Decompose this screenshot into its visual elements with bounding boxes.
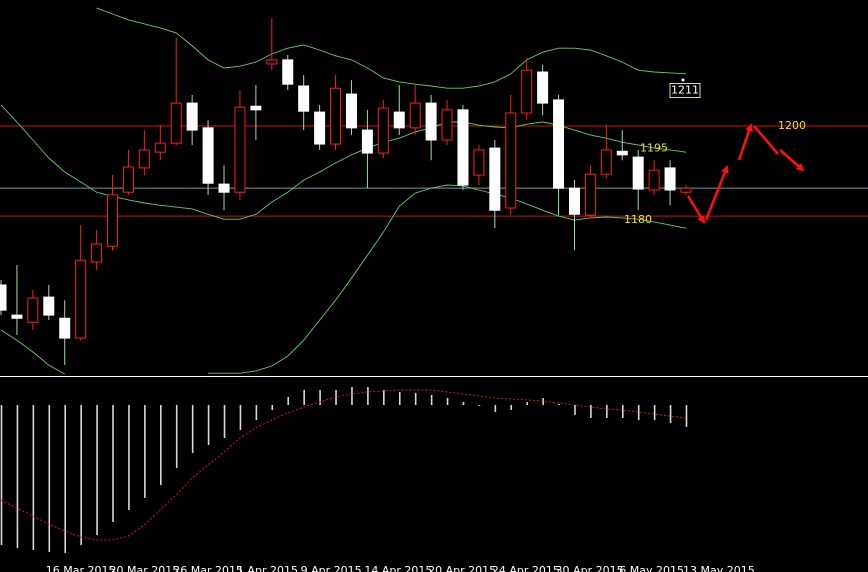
x-tick-label: 20 Mar 2015 bbox=[110, 564, 180, 572]
candle-body bbox=[489, 147, 501, 211]
candle-body bbox=[218, 183, 230, 193]
x-tick-label: 6 May 2015 bbox=[619, 564, 684, 572]
x-tick-label: 13 May 2015 bbox=[683, 564, 755, 572]
candle-body bbox=[27, 297, 39, 323]
candle-body bbox=[473, 149, 485, 176]
band-line bbox=[96, 7, 687, 89]
candle-body bbox=[282, 59, 294, 85]
candle-body bbox=[505, 112, 517, 209]
x-tick-label: 20 Apr 2015 bbox=[428, 564, 496, 572]
candle-body bbox=[648, 169, 660, 191]
candle-body bbox=[345, 93, 357, 129]
price-label-box bbox=[669, 83, 701, 99]
arrow bbox=[779, 149, 805, 172]
candle-body bbox=[0, 284, 7, 311]
candle-body bbox=[266, 59, 278, 65]
candle-body bbox=[584, 173, 596, 216]
marker-dot bbox=[681, 78, 685, 82]
x-tick-label: 14 Apr 2015 bbox=[364, 564, 432, 572]
arrow bbox=[686, 195, 706, 224]
candle-body bbox=[298, 85, 310, 112]
candle-body bbox=[632, 156, 644, 190]
projection-arrows bbox=[686, 123, 805, 224]
price-panel: 1211 1195 1200 1180 bbox=[0, 7, 868, 375]
x-tick-label: 1 Apr 2015 bbox=[237, 564, 298, 572]
candle-body bbox=[202, 127, 214, 184]
candle-body bbox=[186, 102, 198, 131]
arrow bbox=[737, 123, 753, 161]
candle-body bbox=[234, 106, 246, 193]
candle-body bbox=[91, 243, 103, 263]
candle-body bbox=[11, 314, 23, 319]
candle-body bbox=[521, 69, 533, 114]
band-line bbox=[0, 184, 687, 375]
x-tick-label: 9 Apr 2015 bbox=[301, 564, 362, 572]
candle-body bbox=[75, 259, 87, 339]
price-label: 1200 bbox=[778, 119, 806, 132]
price-label: 1211 bbox=[671, 84, 699, 97]
oscillator-panel bbox=[0, 387, 688, 553]
candle-body bbox=[616, 150, 628, 156]
candle-body bbox=[361, 129, 373, 154]
candle-body bbox=[122, 166, 134, 193]
x-tick-label: 16 Mar 2015 bbox=[46, 564, 116, 572]
signal-line bbox=[0, 389, 687, 541]
arrow bbox=[753, 125, 779, 155]
candle-body bbox=[393, 111, 405, 129]
candle-body bbox=[107, 194, 119, 247]
candle-body bbox=[170, 102, 182, 144]
arrow bbox=[704, 165, 729, 221]
x-tick-label: 24 Apr 2015 bbox=[492, 564, 560, 572]
candle-body bbox=[330, 87, 342, 145]
candle-body bbox=[409, 102, 421, 129]
candle-body bbox=[154, 142, 166, 153]
candle-body bbox=[680, 187, 692, 193]
candle-body bbox=[425, 102, 437, 141]
candle-body bbox=[553, 99, 565, 189]
candle-body bbox=[537, 71, 549, 104]
x-tick-label: 26 Mar 2015 bbox=[173, 564, 243, 572]
candle-body bbox=[441, 109, 453, 141]
band-line bbox=[0, 104, 687, 220]
candle-body bbox=[59, 317, 71, 339]
candle-body bbox=[568, 187, 580, 215]
candle-body bbox=[377, 107, 389, 154]
candle-body bbox=[600, 149, 612, 175]
candle-body bbox=[457, 109, 469, 186]
candle-body bbox=[138, 149, 150, 169]
price-label: 1180 bbox=[624, 213, 652, 226]
candle-body bbox=[314, 111, 326, 145]
x-tick-label: 30 Apr 2015 bbox=[556, 564, 624, 572]
candle-body bbox=[250, 105, 262, 111]
price-label: 1195 bbox=[640, 142, 668, 155]
candle-body bbox=[664, 167, 676, 191]
candle-body bbox=[43, 296, 55, 316]
